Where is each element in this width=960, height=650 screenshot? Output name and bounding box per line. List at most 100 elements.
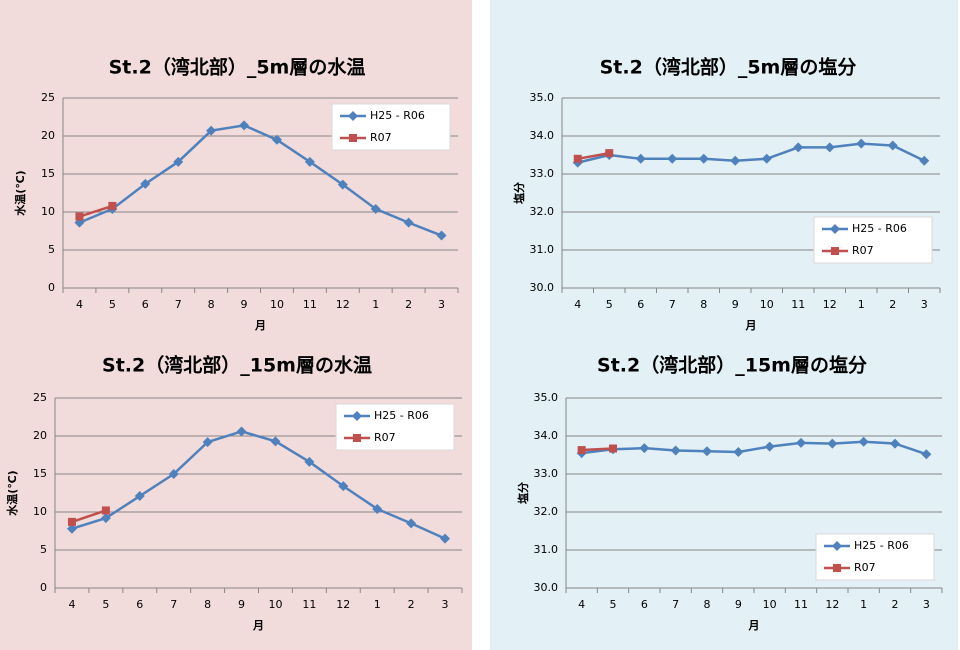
series-line	[71, 509, 107, 524]
y-tick-label: 20	[33, 429, 47, 442]
marker	[824, 142, 835, 153]
y-tick-label: 0	[48, 281, 55, 294]
marker	[667, 153, 678, 164]
marker	[609, 444, 617, 453]
y-tick-label: 20	[41, 129, 55, 142]
y-tick-label: 33.0	[530, 167, 555, 180]
y-tick-label: 32.0	[530, 205, 555, 218]
x-tick-label: 2	[408, 598, 415, 611]
marker	[639, 443, 650, 454]
marker	[67, 517, 76, 526]
x-tick-label: 8	[700, 298, 707, 311]
x-tick-label: 4	[574, 298, 581, 311]
marker	[304, 156, 315, 167]
y-axis-title: 水温(℃)	[5, 470, 19, 515]
x-axis-title: 月	[748, 619, 760, 632]
x-tick-label: 12	[825, 598, 839, 611]
x-tick-label: 6	[641, 598, 648, 611]
legend-marker	[349, 134, 357, 142]
x-tick-label: 8	[704, 598, 711, 611]
series-line	[79, 204, 113, 218]
y-tick-label: 15	[33, 467, 47, 480]
x-tick-label: 11	[303, 298, 317, 311]
legend-marker	[832, 541, 842, 551]
series-line	[577, 142, 925, 164]
x-tick-label: 11	[302, 598, 316, 611]
x-tick-label: 9	[238, 598, 245, 611]
series-line	[577, 151, 610, 161]
x-tick-label: 8	[204, 598, 211, 611]
y-axis-title: 塩分	[512, 182, 526, 204]
y-tick-label: 25	[41, 91, 55, 104]
marker	[173, 156, 184, 167]
marker	[108, 201, 117, 210]
y-tick-label: 30.0	[534, 581, 559, 594]
marker	[670, 445, 681, 456]
marker	[100, 513, 111, 524]
y-tick-label: 5	[40, 543, 47, 556]
x-axis-title: 月	[254, 319, 266, 332]
x-tick-label: 12	[336, 598, 350, 611]
x-tick-label: 7	[175, 298, 182, 311]
y-tick-label: 31.0	[530, 243, 555, 256]
legend-label: R07	[374, 431, 396, 444]
x-tick-label: 7	[672, 598, 679, 611]
x-tick-label: 11	[791, 298, 805, 311]
x-tick-label: 1	[372, 298, 379, 311]
x-tick-label: 4	[578, 598, 585, 611]
marker	[338, 481, 349, 492]
x-tick-label: 10	[760, 298, 774, 311]
marker	[406, 518, 417, 529]
legend-marker	[352, 411, 362, 421]
legend-label: R07	[854, 561, 876, 574]
y-tick-label: 0	[40, 581, 47, 594]
legend-box	[815, 533, 935, 581]
x-tick-label: 10	[268, 598, 282, 611]
y-tick-label: 34.0	[534, 429, 559, 442]
chart-title: St.2（湾北部）_15m層の水温	[102, 354, 372, 377]
x-tick-label: 9	[735, 598, 742, 611]
x-tick-label: 11	[794, 598, 808, 611]
marker	[140, 178, 151, 189]
marker	[890, 438, 900, 449]
marker	[793, 142, 804, 153]
marker	[698, 153, 709, 164]
x-tick-label: 5	[610, 598, 617, 611]
x-tick-label: 12	[336, 298, 350, 311]
marker	[75, 212, 84, 221]
y-tick-label: 35.0	[530, 91, 555, 104]
x-tick-label: 12	[823, 298, 837, 311]
x-tick-label: 3	[923, 598, 930, 611]
x-tick-label: 6	[136, 598, 143, 611]
legend-box	[331, 103, 451, 151]
marker	[796, 437, 806, 448]
legend-box	[813, 216, 933, 264]
x-tick-label: 4	[76, 298, 83, 311]
legend-marker	[833, 564, 841, 572]
x-tick-label: 6	[142, 298, 149, 311]
y-tick-label: 32.0	[534, 505, 559, 518]
marker	[573, 154, 582, 163]
legend-marker	[831, 247, 839, 255]
marker	[202, 437, 213, 448]
marker	[236, 426, 247, 437]
x-tick-label: 5	[606, 298, 613, 311]
y-tick-label: 31.0	[534, 543, 559, 556]
legend-marker	[830, 224, 840, 234]
x-tick-label: 7	[170, 598, 177, 611]
x-axis-title: 月	[252, 619, 264, 632]
marker	[239, 120, 250, 131]
y-tick-label: 33.0	[534, 467, 559, 480]
series-line	[581, 447, 614, 452]
marker	[101, 506, 110, 515]
x-tick-label: 10	[270, 298, 284, 311]
y-tick-label: 25	[33, 391, 47, 404]
x-tick-label: 3	[921, 298, 928, 311]
y-axis-title: 水温(℃)	[13, 170, 27, 215]
marker	[271, 134, 282, 145]
y-tick-label: 15	[41, 167, 55, 180]
marker	[764, 441, 775, 452]
legend-label: R07	[370, 131, 392, 144]
marker	[635, 153, 646, 164]
marker	[337, 179, 348, 190]
